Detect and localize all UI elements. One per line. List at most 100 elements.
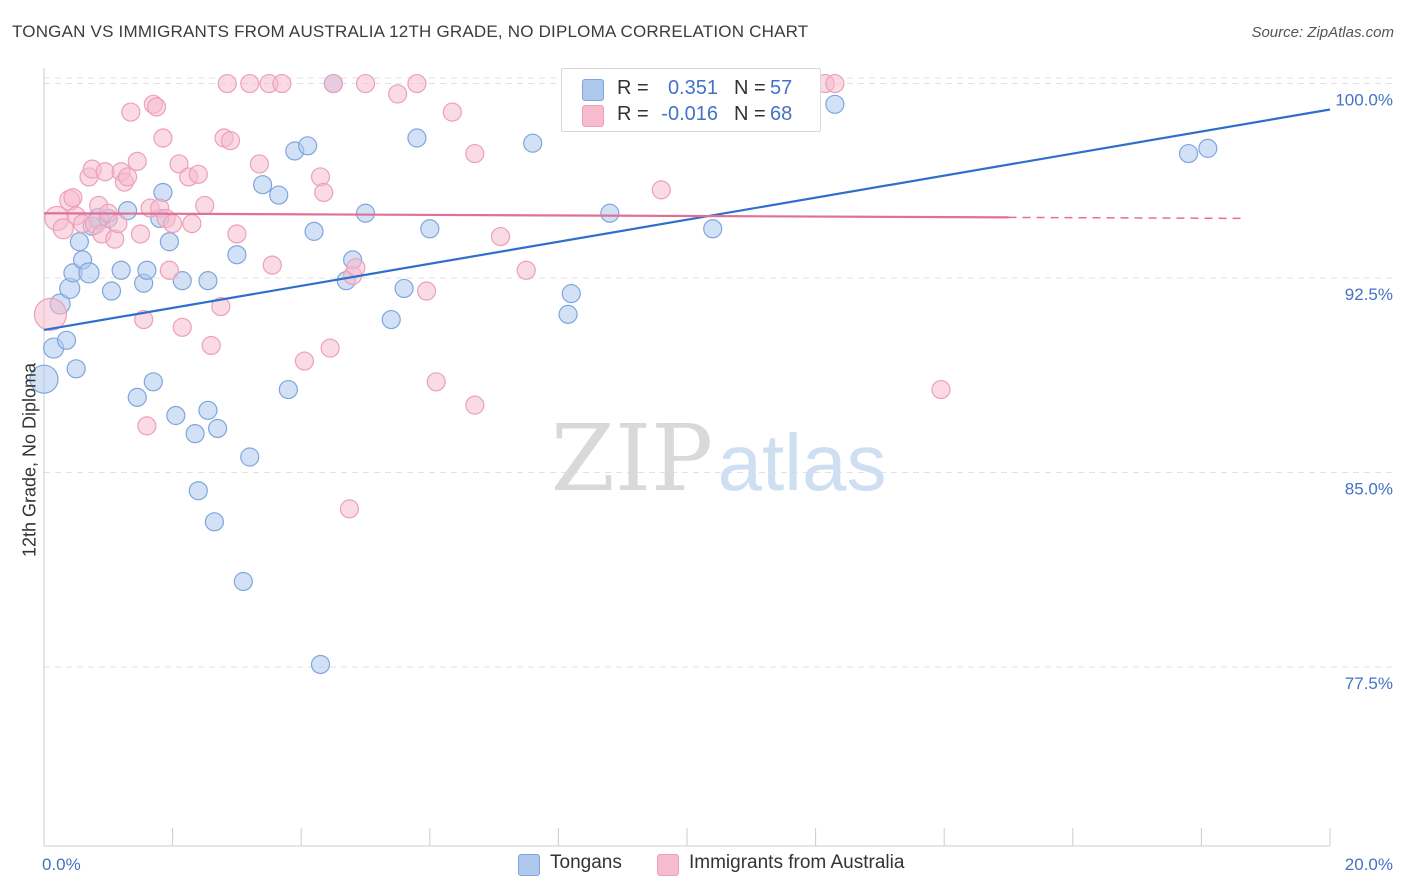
immigrant-point [465,395,485,415]
tongan-point [78,262,100,284]
tongan-point [523,133,543,153]
tongan-point [298,136,318,156]
watermark: ZIP atlas [551,405,887,512]
tongan-point [185,424,205,444]
tongan-point [153,182,173,203]
immigrant-point [465,143,485,164]
tongan-point [166,405,186,426]
tongan-point [111,260,131,280]
tongan-point [1178,143,1199,164]
tongan-point [204,512,224,532]
immigrant-point [105,229,125,249]
tongan-point [188,481,208,501]
immigrants-label: Immigrants from Australia [689,852,905,873]
immigrant-point [63,188,83,208]
immigrant-point [651,180,671,200]
tongan-point [198,271,218,291]
tongans-trend-line [43,108,1331,332]
axis-layer [43,68,1331,847]
tongan-point [558,304,578,324]
tongans-label: Tongans [550,852,622,873]
tongan-point [420,219,440,239]
immigrant-point [188,164,208,184]
immigrant-point [163,214,183,234]
source-label: Source: ZipAtlas.com [1251,24,1394,41]
tongan-point [240,447,260,467]
immigrant-point [262,255,282,275]
immigrant-point [108,214,128,234]
legend-r-label: R = [617,103,649,125]
immigrant-point [323,73,343,94]
points-layer [29,73,1218,675]
immigrant-point [95,162,115,182]
tongan-point [825,94,845,114]
immigrants-trend-extension [1008,216,1247,220]
immigrant-point [33,297,68,331]
immigrant-point [346,258,366,278]
tongan-point [253,175,273,195]
immigrant-point [137,416,157,436]
legend-row-tongans: R = 0.351 N = 57 [562,75,820,103]
immigrant-point [211,296,231,317]
immigrant-point [416,281,437,301]
immigrant-point [201,335,221,356]
immigrant-point [249,154,270,174]
immigrant-point [320,338,340,358]
immigrant-point [272,73,292,94]
tongan-point [66,359,86,379]
tongan-point [1198,138,1218,158]
immigrant-point [220,131,241,151]
y-tick-label: 77.5% [1345,674,1393,693]
y-tick-label: 85.0% [1345,480,1393,499]
tongan-point [561,284,581,304]
immigrant-point [127,151,147,171]
immigrant-point [426,372,446,392]
immigrant-point [52,218,74,240]
tongan-point [394,278,414,299]
immigrant-point [159,260,179,280]
immigrant-point [134,309,154,330]
tongan-point [304,221,324,241]
immigrant-point [182,214,202,234]
tongan-point [407,128,427,148]
tongan-point [29,364,59,394]
immigrant-point [931,379,951,400]
x-tick-label-max: 20.0% [1345,855,1393,874]
immigrant-point [339,499,360,519]
tongan-point [600,203,620,223]
legend-n-label: N = [734,77,766,99]
immigrant-point [172,317,192,337]
immigrant-point [153,128,173,148]
correlation-legend: R = 0.351 N = 57 R = -0.016 N = 68 [561,68,821,132]
immigrant-point [407,73,427,94]
y-axis-label: 12th Grade, No Diploma [19,362,40,558]
tongan-point [269,185,289,205]
immigrant-point [169,154,189,174]
tongan-point [227,245,247,265]
tongan-point [159,232,179,252]
tick-label-layer: 77.5% 85.0% 92.5% 100.0% 0.0% 20.0% [42,91,1393,874]
immigrant-point [388,84,408,104]
legend-r-label: R = [617,77,649,99]
tongans-swatch [518,854,540,876]
immigrants-swatch [657,854,679,876]
tongan-point [355,203,376,223]
immigrant-point [130,224,151,244]
immigrant-point [195,195,215,216]
tongan-point [69,232,89,252]
tongan-point [56,330,77,350]
tongan-point [127,387,147,407]
legend-n-value: 68 [770,103,793,125]
tongan-point [208,418,228,439]
tongan-point [143,372,163,392]
tongan-point [381,309,401,330]
immigrant-point [146,97,167,117]
tongan-point [310,654,331,675]
immigrants-trend-line [43,212,1009,219]
immigrant-point [294,351,315,371]
tongan-point [278,379,298,400]
tongan-point [233,571,253,592]
tongan-point [101,281,122,301]
immigrant-point [516,260,536,280]
y-tick-label: 92.5% [1345,285,1393,304]
